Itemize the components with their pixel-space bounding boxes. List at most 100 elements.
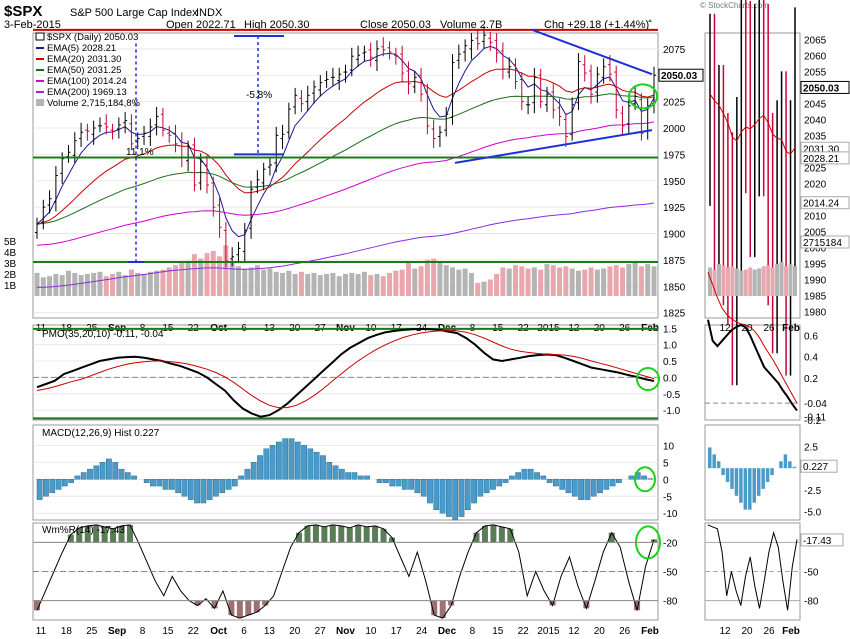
volume-bar <box>273 271 279 296</box>
header-name: S&P 500 Large Cap Index <box>70 7 198 19</box>
volume-bar <box>223 245 229 296</box>
date-tick-label: 10 <box>365 626 377 637</box>
panel-tick-label: -10 <box>663 509 678 520</box>
macd-hist-bar <box>74 475 81 480</box>
header-high: High 2050.30 <box>244 19 309 31</box>
macd-hist-bar <box>43 479 49 497</box>
inset-price-tick: 1990 <box>804 276 827 287</box>
volume-bar <box>292 274 298 296</box>
inset-date-label: 12 <box>719 626 731 637</box>
inset-macd-bar <box>730 468 734 489</box>
panel-tick-label: 0.5 <box>663 357 677 368</box>
legend-label: Volume 2,715,184,8% <box>47 98 141 109</box>
legend-label: $SPX (Daily) 2050.03 <box>47 32 138 43</box>
inset-volume-label: 2715184 <box>803 238 842 249</box>
date-tick-label: 22 <box>188 626 200 637</box>
header-date: 3-Feb-2015 <box>4 19 61 31</box>
header-chg: Chg +29.18 (+1.44%) <box>544 19 649 31</box>
volume-bar <box>538 269 544 296</box>
inset-macd-bar <box>712 454 716 469</box>
willr-label: Wm%R(14) -17.43 <box>42 525 125 536</box>
willr-oversold-fill <box>34 600 40 611</box>
inset-value-box <box>800 80 850 94</box>
willr-overbought-fill <box>490 524 497 543</box>
willr-overbought-fill <box>473 532 480 543</box>
willr-oversold-fill <box>431 600 438 616</box>
ema-line <box>36 68 655 225</box>
price-tick-label: 1875 <box>663 256 686 267</box>
willr-overbought-fill <box>76 527 83 543</box>
macd-hist-bar <box>571 479 578 497</box>
inset-pmo-tick: -0.2 <box>804 416 822 427</box>
volume-bar <box>141 274 147 296</box>
panel-tick-label: -1.0 <box>663 406 681 417</box>
macd-panel: 10 5 0 -5 -10 <box>33 438 678 520</box>
volume-tick-label: 1B <box>4 281 17 292</box>
macd-hist-bar <box>143 479 150 483</box>
date-tick-label: 20 <box>594 626 606 637</box>
volume-bar <box>431 258 437 296</box>
volume-bar <box>330 272 336 296</box>
macd-hist-bar <box>433 479 440 511</box>
inset-macd-bar <box>792 466 797 469</box>
volume-bar <box>450 267 456 296</box>
inset-date-label: 26 <box>763 626 775 637</box>
volume-bar <box>462 268 468 296</box>
willr-oversold-fill <box>448 600 455 606</box>
volume-bar <box>638 266 644 296</box>
ema-lines <box>36 45 655 288</box>
inset-panels: 2065206020552050204520402035203020252020… <box>705 0 850 637</box>
price-tick-label: 1900 <box>663 230 686 241</box>
macd-hist-bar <box>609 479 616 487</box>
volume-bar <box>399 269 405 296</box>
macd-hist-bar <box>307 448 314 480</box>
macd-hist-bar <box>276 441 282 480</box>
macd-hist-bar <box>320 455 326 480</box>
macd-hist-bar <box>389 479 396 487</box>
volume-bar <box>65 270 71 296</box>
inset-willr-label: -17.43 <box>803 536 832 547</box>
volume-bar <box>185 260 191 296</box>
inset-price-tick: 2035 <box>804 131 827 142</box>
volume-bar <box>456 269 462 296</box>
willr-overbought-fill <box>355 524 362 543</box>
inset-macd-bar <box>721 468 725 476</box>
price-tick-label: 1850 <box>663 282 686 293</box>
willr-overbought-fill <box>296 532 303 543</box>
macd-hist-bar <box>49 479 56 494</box>
inset-volume-box <box>800 235 850 249</box>
volume-bar <box>286 270 292 296</box>
price-tick-label: 2075 <box>663 45 686 56</box>
inset-pmo-signal <box>707 272 798 404</box>
inset-price-tick: 2060 <box>804 51 827 62</box>
willr-overbought-fill <box>608 532 615 543</box>
volume-bar <box>487 279 493 296</box>
macd-hist-bar <box>446 479 452 517</box>
header-volume: Volume 2.7B <box>440 19 502 31</box>
macd-hist-bar <box>534 472 540 480</box>
inset-price-tick: 2065 <box>804 35 827 46</box>
macd-hist-bar <box>200 479 207 504</box>
legend-label: EMA(20) 2031.30 <box>47 54 121 65</box>
date-tick-label: 24 <box>416 626 428 637</box>
macd-hist-bar <box>112 462 119 480</box>
macd-hist-bar <box>339 468 345 480</box>
volume-bar <box>620 267 626 296</box>
macd-hist-bar <box>401 479 408 490</box>
willr-overbought-fill <box>507 528 514 543</box>
inset-macd-bar <box>788 461 792 469</box>
macd-label: MACD(12,26,9) Hist 0.227 <box>42 428 160 439</box>
macd-hist-bar <box>408 479 414 490</box>
volume-bar <box>405 261 411 296</box>
willr-overbought-fill <box>481 525 488 543</box>
panel-tick-label: -0.5 <box>663 390 681 401</box>
macd-hist-bar <box>282 438 289 480</box>
date-tick-label: 27 <box>315 626 327 637</box>
macd-hist-bar <box>477 479 484 497</box>
macd-hist-bar <box>250 462 257 480</box>
macd-hist-bar <box>106 458 112 480</box>
upper-trendline <box>531 28 653 76</box>
legend-label: EMA(200) 1969.13 <box>47 87 127 98</box>
macd-hist-bar <box>244 468 251 480</box>
willr-oversold-fill <box>194 600 201 606</box>
